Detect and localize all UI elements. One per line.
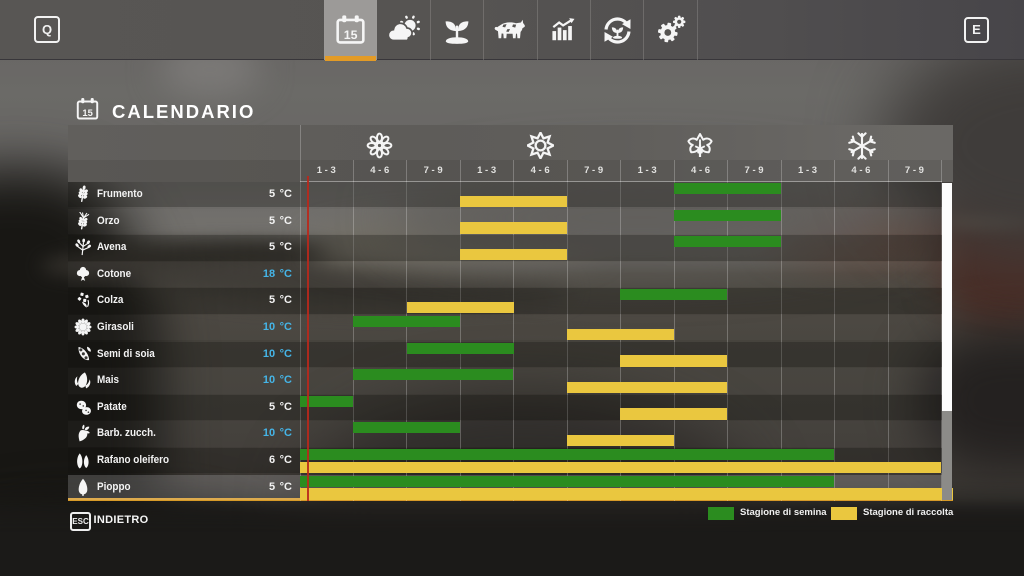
svg-text:15: 15 [82,108,92,118]
svg-text:15: 15 [344,27,358,41]
